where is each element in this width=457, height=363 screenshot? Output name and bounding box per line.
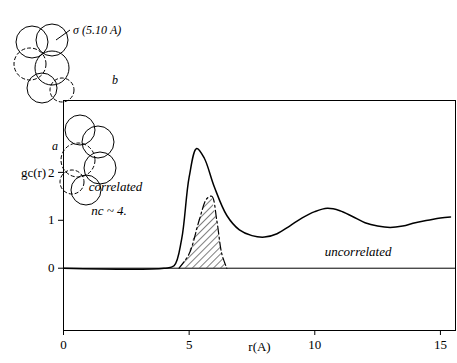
svg-text:10: 10 <box>308 337 321 352</box>
svg-text:r(A): r(A) <box>248 339 270 354</box>
svg-text:uncorrelated: uncorrelated <box>325 244 392 259</box>
svg-text:15: 15 <box>434 337 447 352</box>
svg-text:a: a <box>52 139 58 153</box>
svg-text:1: 1 <box>48 212 55 227</box>
svg-text:gc(r): gc(r) <box>21 165 46 180</box>
svg-text:b: b <box>112 73 118 87</box>
svg-text:0: 0 <box>60 337 67 352</box>
svg-text:2: 2 <box>48 165 55 180</box>
svg-text:nc ~ 4.: nc ~ 4. <box>91 203 127 218</box>
svg-text:correlated: correlated <box>89 179 143 194</box>
svg-text:0: 0 <box>48 260 55 275</box>
svg-text:σ (5.10 A): σ (5.10 A) <box>73 23 121 37</box>
svg-text:5: 5 <box>186 337 193 352</box>
